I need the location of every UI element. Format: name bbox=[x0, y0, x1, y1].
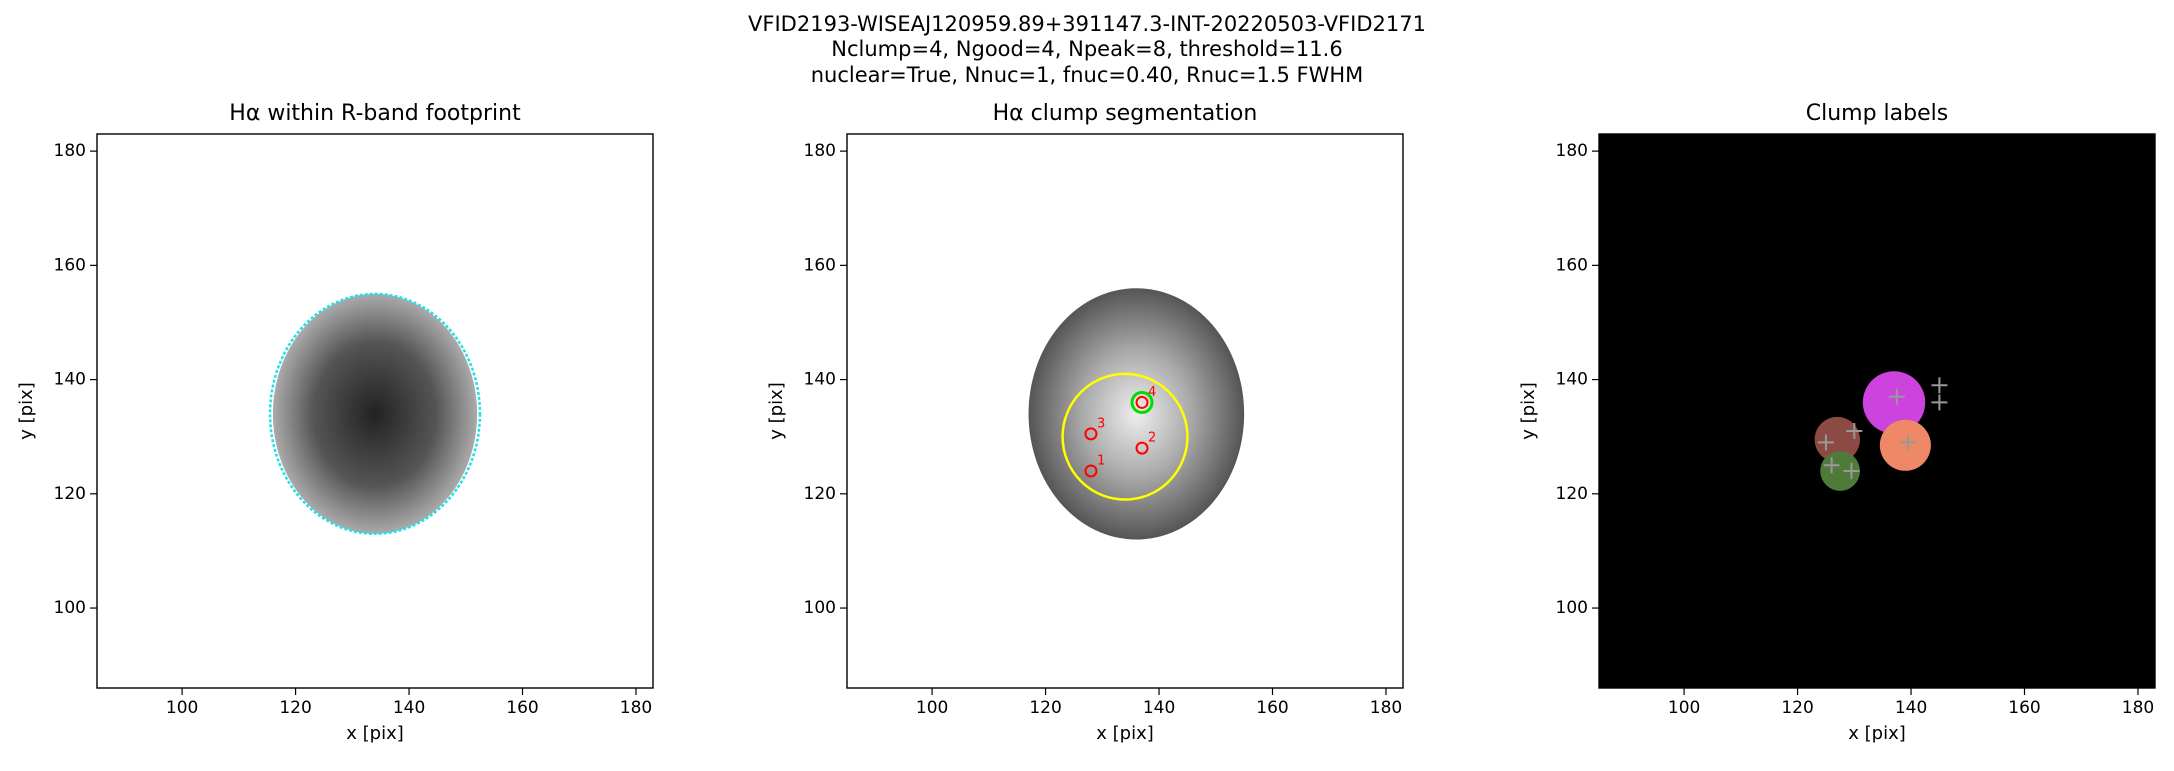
peak-marker bbox=[1900, 434, 1917, 451]
suptitle: VFID2193-WISEAJ120959.89+391147.3-INT-20… bbox=[748, 12, 1426, 36]
x-tick-label: 180 bbox=[2122, 698, 2154, 718]
x-tick-label: 180 bbox=[620, 698, 652, 718]
y-tick-label: 120 bbox=[804, 484, 836, 504]
y-tick-label: 140 bbox=[1556, 370, 1588, 390]
nucleus-marker bbox=[1130, 390, 1154, 414]
x-tick-label: 160 bbox=[506, 698, 538, 718]
clump-label: 4 bbox=[1148, 385, 1156, 400]
y-tick-label: 120 bbox=[54, 484, 86, 504]
x-axis-label: x [pix] bbox=[1848, 723, 1906, 744]
y-tick-label: 140 bbox=[54, 370, 86, 390]
clump-center bbox=[1084, 464, 1098, 478]
axes-title: Clump labels bbox=[1806, 101, 1948, 126]
y-axis-label: y [pix] bbox=[766, 382, 787, 440]
y-tick-label: 140 bbox=[804, 370, 836, 390]
clump-center bbox=[1135, 395, 1149, 409]
y-tick-label: 180 bbox=[804, 141, 836, 161]
peak-marker bbox=[1843, 462, 1860, 479]
peak-marker bbox=[1846, 422, 1863, 439]
clump-center bbox=[1135, 441, 1149, 455]
x-tick-label: 140 bbox=[1895, 698, 1927, 718]
peak-marker bbox=[1823, 457, 1840, 474]
clump-region bbox=[1862, 371, 1926, 434]
clump-label: 2 bbox=[1148, 431, 1156, 446]
y-tick-label: 160 bbox=[804, 255, 836, 275]
axes-frame bbox=[96, 133, 654, 689]
x-tick-label: 160 bbox=[1256, 698, 1288, 718]
peak-marker bbox=[1931, 394, 1948, 411]
clump-region bbox=[1879, 419, 1931, 471]
y-tick-label: 180 bbox=[54, 141, 86, 161]
y-axis-label: y [pix] bbox=[1518, 382, 1539, 440]
axes-frame bbox=[846, 133, 1404, 689]
y-tick-label: 100 bbox=[1556, 598, 1588, 618]
x-axis-label: x [pix] bbox=[346, 723, 404, 744]
y-axis-label: y [pix] bbox=[16, 382, 37, 440]
plot-area bbox=[1599, 134, 2155, 688]
x-tick-label: 160 bbox=[2008, 698, 2040, 718]
axes-title: Hα clump segmentation bbox=[993, 101, 1258, 126]
y-tick-label: 180 bbox=[1556, 141, 1588, 161]
suptitle: Nclump=4, Ngood=4, Npeak=8, threshold=11… bbox=[831, 37, 1342, 61]
y-tick-label: 120 bbox=[1556, 484, 1588, 504]
x-tick-label: 140 bbox=[393, 698, 425, 718]
x-tick-label: 100 bbox=[1668, 698, 1700, 718]
y-tick-label: 160 bbox=[1556, 255, 1588, 275]
x-tick-label: 100 bbox=[916, 698, 948, 718]
y-tick-label: 100 bbox=[54, 598, 86, 618]
image-blob bbox=[272, 293, 478, 534]
x-tick-label: 120 bbox=[279, 698, 311, 718]
x-tick-label: 120 bbox=[1781, 698, 1813, 718]
y-tick-label: 100 bbox=[804, 598, 836, 618]
plot-area: 1 2 3 4 bbox=[847, 134, 1403, 688]
contour bbox=[268, 292, 482, 536]
peak-marker bbox=[1931, 377, 1948, 394]
x-axis-label: x [pix] bbox=[1096, 723, 1154, 744]
contour bbox=[1061, 372, 1189, 501]
peak-marker bbox=[1817, 434, 1834, 451]
plot-area bbox=[97, 134, 653, 688]
axes-title: Hα within R-band footprint bbox=[229, 101, 521, 126]
y-tick-label: 160 bbox=[54, 255, 86, 275]
clump-label: 3 bbox=[1097, 416, 1105, 431]
image-blob bbox=[1028, 288, 1245, 540]
clump-region bbox=[1820, 451, 1860, 491]
clump-label: 1 bbox=[1097, 453, 1105, 468]
x-tick-label: 100 bbox=[166, 698, 198, 718]
clump-center bbox=[1084, 427, 1098, 441]
x-tick-label: 140 bbox=[1143, 698, 1175, 718]
peak-marker bbox=[1888, 388, 1905, 405]
x-tick-label: 120 bbox=[1029, 698, 1061, 718]
clump-region bbox=[1814, 416, 1860, 463]
x-tick-label: 180 bbox=[1370, 698, 1402, 718]
suptitle: nuclear=True, Nnuc=1, fnuc=0.40, Rnuc=1.… bbox=[811, 63, 1364, 87]
axes-frame bbox=[1598, 133, 2156, 689]
